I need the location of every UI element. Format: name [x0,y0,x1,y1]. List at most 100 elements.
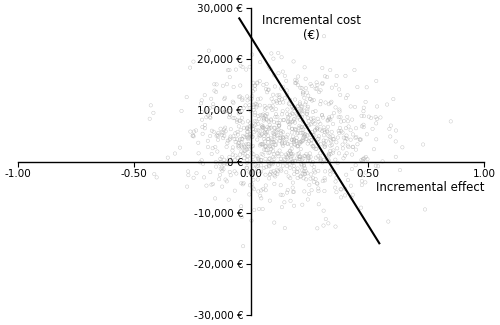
Point [314,181,322,186]
Point [360,156,368,161]
Point [344,93,351,98]
Point [316,151,324,156]
Point [270,99,278,104]
Point [287,151,295,156]
Point [262,147,270,152]
Point [293,156,301,161]
Point [250,102,258,108]
Point [178,108,186,113]
Point [305,191,313,197]
Point [300,189,308,194]
Point [306,176,314,181]
Point [270,220,278,225]
Point [352,162,360,168]
Point [301,153,309,159]
Point [261,107,269,112]
Point [285,125,293,130]
Point [292,135,300,140]
Point [266,172,274,177]
Point [337,195,345,200]
Point [240,125,248,130]
Point [276,192,284,197]
Point [204,109,212,114]
Point [325,102,333,107]
Point [330,169,338,175]
Point [240,106,248,111]
Point [314,127,322,132]
Point [300,135,308,140]
Point [284,150,292,156]
Point [268,144,276,149]
Point [270,133,278,138]
Point [226,137,234,142]
Point [328,85,336,90]
Point [306,132,314,137]
Point [312,146,320,151]
Point [310,179,318,184]
Point [330,111,338,116]
Point [277,131,285,136]
Point [234,140,242,146]
Point [270,125,278,130]
Point [332,157,340,162]
Point [280,136,287,141]
Point [206,170,214,175]
Point [363,132,371,137]
Point [309,132,317,137]
Point [310,168,318,173]
Point [261,144,269,149]
Point [248,218,256,223]
Point [233,118,241,123]
Point [335,151,343,156]
Point [336,114,344,120]
Point [242,147,250,152]
Point [342,172,350,177]
Point [304,106,312,111]
Point [226,74,234,80]
Point [271,170,279,176]
Point [258,125,266,130]
Point [277,86,285,91]
Point [383,102,391,107]
Point [310,143,318,149]
Point [224,197,232,202]
Point [286,122,294,127]
Point [243,133,251,138]
Point [336,107,344,112]
Point [313,181,321,186]
Point [150,110,158,115]
Point [270,181,278,187]
Point [263,117,271,123]
Point [292,80,300,85]
Point [300,156,308,161]
Point [293,79,301,84]
Point [274,127,281,133]
Point [296,112,304,117]
Point [306,182,314,188]
Point [225,115,233,120]
Point [259,186,267,191]
Point [190,175,198,180]
Point [234,132,242,137]
Point [291,97,299,102]
Point [210,88,218,93]
Point [250,107,258,112]
Point [348,145,356,150]
Point [290,138,298,143]
Point [238,145,246,150]
Point [264,159,272,164]
Point [262,105,270,110]
Point [304,109,312,114]
Point [317,157,325,162]
Point [288,160,296,165]
Point [278,135,286,140]
Point [244,119,252,124]
Point [260,134,268,139]
Point [274,150,281,156]
Point [277,156,285,162]
Point [266,143,274,149]
Point [274,162,282,167]
Point [300,134,308,139]
Point [254,128,262,133]
Point [289,159,297,164]
